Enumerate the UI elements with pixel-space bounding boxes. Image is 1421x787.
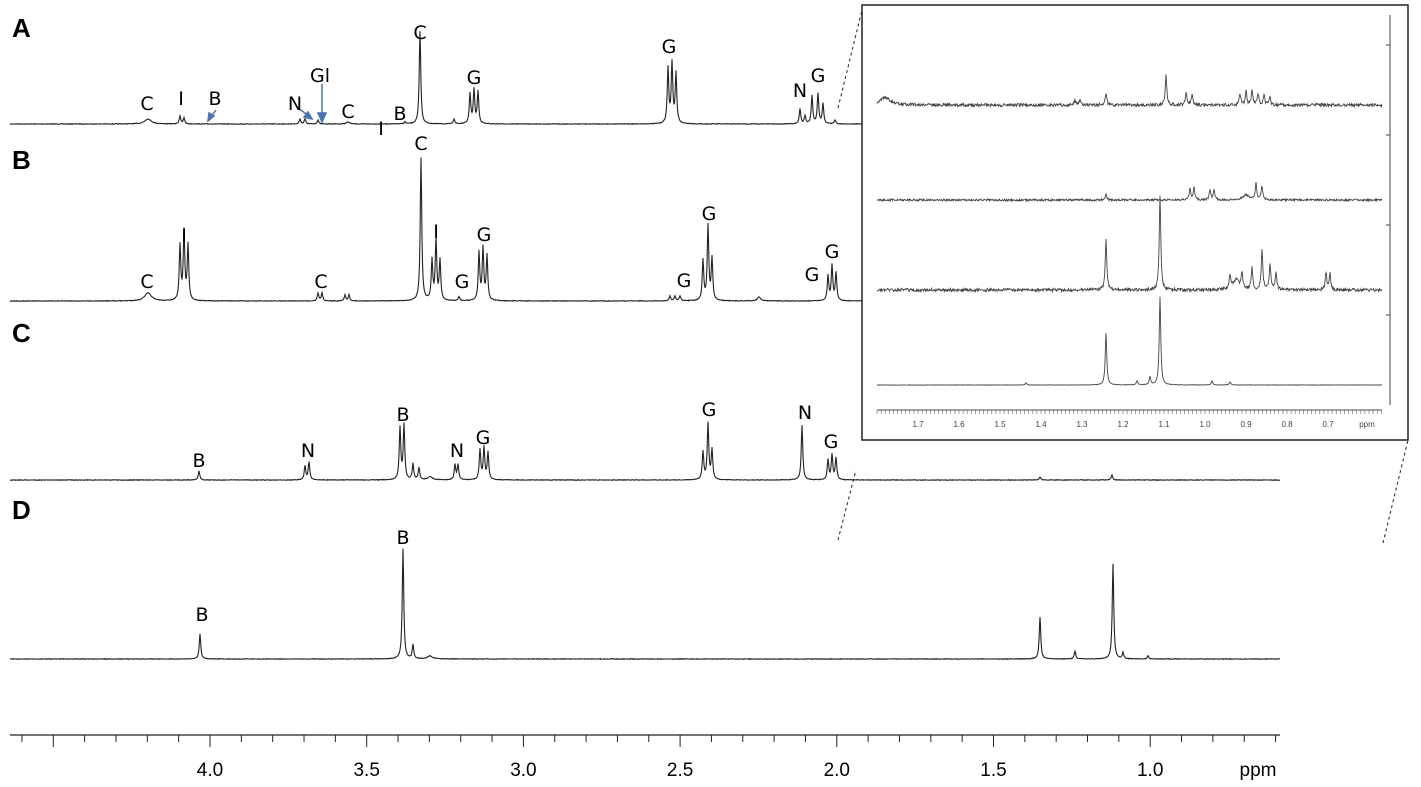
peak-label: G: [805, 264, 820, 286]
peak-label: C: [140, 93, 153, 115]
peak-label: B: [393, 103, 406, 125]
panel-label: D: [12, 495, 31, 525]
x-tick-label: 1.5: [980, 760, 1006, 781]
annotation-arrows: [207, 84, 328, 124]
x-tick-label: 2.0: [824, 760, 850, 781]
peak-label: N: [301, 440, 315, 462]
inset-trace: [876, 181, 1383, 203]
peak-label: C: [341, 101, 354, 123]
peak-label: G: [702, 203, 717, 225]
inset-tick-label: 1.5: [994, 420, 1006, 429]
peak-label: G: [477, 224, 492, 246]
peak-label: B: [396, 527, 409, 549]
peak-label: G: [662, 36, 677, 58]
spectrum-trace: [9, 157, 863, 303]
peak-label: B: [195, 604, 208, 626]
inset-trace: [876, 74, 1383, 109]
inset-tick-label: 1.1: [1158, 420, 1170, 429]
peak-label: G: [825, 241, 840, 263]
inset-tick-label: 1.4: [1035, 420, 1047, 429]
spectrum-trace: [9, 31, 863, 126]
x-tick-label: 1.0: [1137, 760, 1163, 781]
peak-label: G: [811, 65, 826, 87]
spectrum-trace: [9, 548, 1280, 661]
peak-label: C: [140, 271, 153, 293]
peak-label: G: [455, 271, 470, 293]
peak-label: Gl: [310, 65, 330, 87]
peak-label: G: [467, 67, 482, 89]
inset-trace: [876, 195, 1383, 294]
panel-label: C: [12, 318, 31, 348]
peak-label: C: [414, 133, 427, 155]
peak-label: C: [314, 271, 327, 293]
peak-label: G: [702, 399, 717, 421]
inset-tick-label: 1.7: [912, 420, 924, 429]
peak-label: G: [476, 427, 491, 449]
x-tick-label: 2.5: [667, 760, 693, 781]
peak-label: N: [798, 402, 812, 424]
x-tick-label: 3.0: [510, 760, 536, 781]
peak-label: C: [413, 22, 426, 44]
inset-trace: [876, 296, 1382, 386]
peak-label: N: [793, 80, 807, 102]
peak-label: B: [396, 404, 409, 426]
inset-tick-label: 1.6: [953, 420, 965, 429]
peak-label: G: [677, 270, 692, 292]
spectrum-trace: [9, 421, 1281, 482]
inset-tick-label: 0.9: [1240, 420, 1252, 429]
inset-spectra: [876, 74, 1383, 386]
inset-tick-label: 0.7: [1322, 420, 1334, 429]
peak-label: N: [288, 93, 302, 115]
peak-label: I: [178, 88, 184, 110]
inset-tick-label: 1.0: [1199, 420, 1211, 429]
peak-label: I: [181, 225, 187, 247]
x-axis-unit: ppm: [1240, 760, 1277, 781]
x-tick-label: 4.0: [197, 760, 223, 781]
peak-label: B: [208, 88, 221, 110]
inset-frame: [861, 4, 1409, 441]
peak-label: G: [824, 431, 839, 453]
x-tick-label: 3.5: [353, 760, 379, 781]
panel-label: A: [12, 13, 31, 43]
inset-tick-label: 1.3: [1076, 420, 1088, 429]
inset-axis-unit: ppm: [1359, 420, 1375, 429]
peak-label: I: [433, 221, 439, 243]
zoom-connectors: [837, 9, 1409, 544]
peak-label: B: [192, 450, 205, 472]
peak-label: N: [450, 440, 464, 462]
peak-label: I: [378, 118, 384, 140]
inset-tick-label: 1.2: [1117, 420, 1129, 429]
spectra: [9, 31, 1281, 661]
inset-tick-label: 0.8: [1281, 420, 1293, 429]
panel-label: B: [12, 145, 31, 175]
